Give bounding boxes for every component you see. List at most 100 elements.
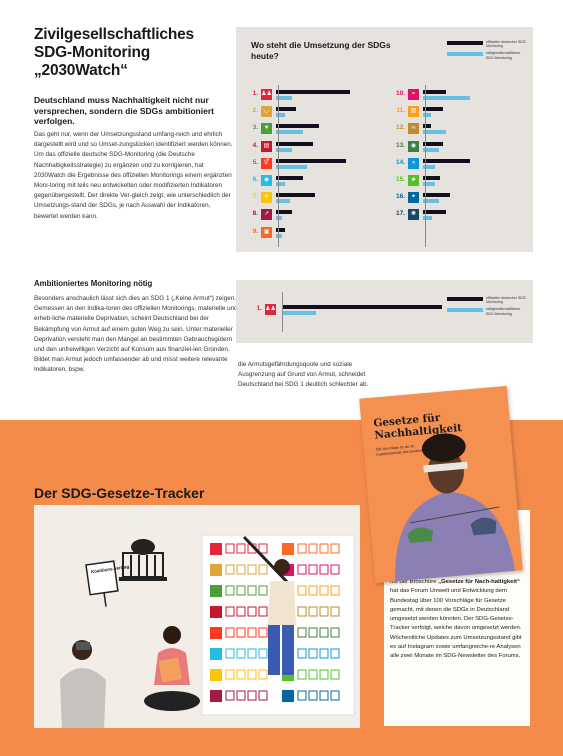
bar-official	[276, 141, 314, 146]
sdg-row: 5. ⚥	[246, 156, 376, 172]
sdg-goal-number: 6.	[252, 176, 258, 183]
board-checkbox	[236, 648, 246, 659]
bar-civil	[276, 164, 308, 169]
board-checkbox	[308, 648, 318, 659]
sdg-goal-number: 5.	[252, 158, 258, 166]
legend-label-civil: zivilgesellschaftliches SDG-Monitoring	[486, 307, 521, 316]
board-checkbox	[330, 627, 340, 638]
info-text-prefix: Mit der Broschüre	[390, 579, 439, 585]
board-checkbox	[308, 543, 318, 554]
brochure-cover: Gesetze für Nachhaltigkeit 100 Vorschläg…	[359, 385, 523, 584]
fish-icon: ∝	[408, 157, 419, 169]
sdg-row: 6. ◆	[246, 173, 376, 189]
bar-civil	[276, 147, 292, 152]
bar-civil	[276, 216, 283, 221]
board-sdg-icon	[282, 543, 294, 555]
board-checkbox	[297, 648, 307, 659]
brochure-art	[395, 433, 515, 582]
sdg-goal-number: 12.	[395, 124, 405, 132]
board-checkbox	[247, 648, 257, 659]
sdg-row: 13. ◉	[393, 139, 523, 155]
sdg-goal-number: 7.	[252, 193, 258, 201]
info-text: Mit der Broschüre „Gesetze für Nach-halt…	[390, 578, 524, 662]
board-checkbox	[247, 690, 257, 701]
board-checkbox	[297, 564, 307, 575]
sdg-row: 8. ↗	[246, 207, 376, 223]
heartbeat-icon: ♥	[261, 123, 272, 135]
board-checkbox	[258, 690, 268, 701]
board-checkbox	[319, 669, 329, 680]
bar-official	[276, 124, 319, 129]
people-icon: ♟♟	[265, 304, 276, 315]
board-checkbox	[247, 669, 257, 680]
board-checkbox	[247, 585, 257, 596]
board-sdg-icon	[210, 585, 222, 597]
board-checkbox	[330, 690, 340, 701]
board-checkbox	[308, 585, 318, 596]
people-icon: ♟♟	[261, 89, 272, 100]
board-checkbox	[308, 564, 318, 575]
legend-swatch-official	[447, 41, 483, 45]
bar-official	[423, 124, 431, 129]
bar-civil	[276, 130, 304, 135]
parliament-building-icon	[119, 539, 167, 581]
board-sdg-icon	[210, 669, 222, 681]
sdg-row: 12. ∞	[393, 121, 523, 137]
bar-official	[423, 193, 451, 198]
chart-legend: offizieller deutscher SDG-Monitoring ziv…	[447, 40, 527, 63]
legend-swatch-official	[447, 297, 483, 301]
sdg-goal-number: 1.	[256, 305, 262, 312]
board-checkbox	[308, 669, 318, 680]
article-body-2: Besonders anschaulich lässt sich dies an…	[34, 295, 238, 374]
legend-item-official: offizieller deutscher SDG-Monitoring	[447, 40, 527, 48]
legend-swatch-civil	[447, 52, 483, 57]
person-binoculars	[60, 640, 106, 728]
eye-globe-icon: ◉	[408, 140, 419, 152]
board-checkbox	[319, 606, 329, 617]
board-checkbox	[297, 606, 307, 617]
sdg-row: 16. ✦	[393, 190, 523, 206]
axis-zero-line	[282, 292, 283, 332]
bar-civil	[276, 233, 283, 238]
sdg-row: 14. ∝	[393, 156, 523, 172]
board-sdg-icon	[210, 648, 222, 660]
sdg-row: 15. ♣	[393, 173, 523, 189]
sdg1-chart-panel: offizieller deutscher SDG-Monitoring ziv…	[236, 280, 533, 343]
rings-icon: ✺	[408, 209, 419, 221]
board-checkbox	[297, 627, 307, 638]
board-checkbox	[225, 585, 235, 596]
info-text-suffix: hat das Forum Umwelt und Entwicklung dem…	[390, 588, 522, 660]
book-icon: ▤	[261, 140, 272, 152]
board-checkbox	[330, 669, 340, 680]
sun-icon: ☀	[261, 192, 272, 204]
sdg1-legend-item-official: offizieller deutscher SDG-Monitoring	[447, 296, 527, 304]
board-checkbox	[297, 669, 307, 680]
sdg-goal-number: 13.	[395, 141, 405, 149]
sdg-row: 4. ▤	[246, 139, 376, 155]
sdg1-row: 1. ♟♟	[250, 302, 450, 318]
sdg-row: 11. ▥	[393, 104, 523, 120]
board-checkbox	[258, 627, 268, 638]
legend-item-civil: zivilgesellschaftliches SDG-Monitoring	[447, 51, 527, 60]
axis-zero-line	[278, 85, 279, 247]
bar-official	[423, 141, 443, 146]
bar-official	[423, 158, 470, 163]
board-checkbox	[319, 648, 329, 659]
sdg-goal-number: 15.	[395, 176, 405, 183]
bar-civil	[276, 96, 292, 100]
sdg-goal-number: 11.	[396, 107, 405, 115]
board-sdg-icon	[210, 627, 222, 639]
legend-label-official: offizieller deutscher SDG-Monitoring	[486, 40, 527, 49]
bar-civil	[423, 96, 470, 100]
board-checkbox	[258, 648, 268, 659]
bar-official	[276, 90, 351, 94]
bowl-icon: ◡	[261, 106, 272, 118]
sdg-goal-number: 1.	[252, 90, 258, 97]
board-checkbox	[258, 585, 268, 596]
board-checkbox	[330, 564, 340, 575]
cubes-icon: ▣	[261, 226, 272, 238]
board-checkbox	[236, 669, 246, 680]
board-checkbox	[225, 606, 235, 617]
article-lead: Deutschland muss Nachhaltigkeit nicht nu…	[34, 95, 214, 126]
board-checkbox	[258, 543, 268, 554]
